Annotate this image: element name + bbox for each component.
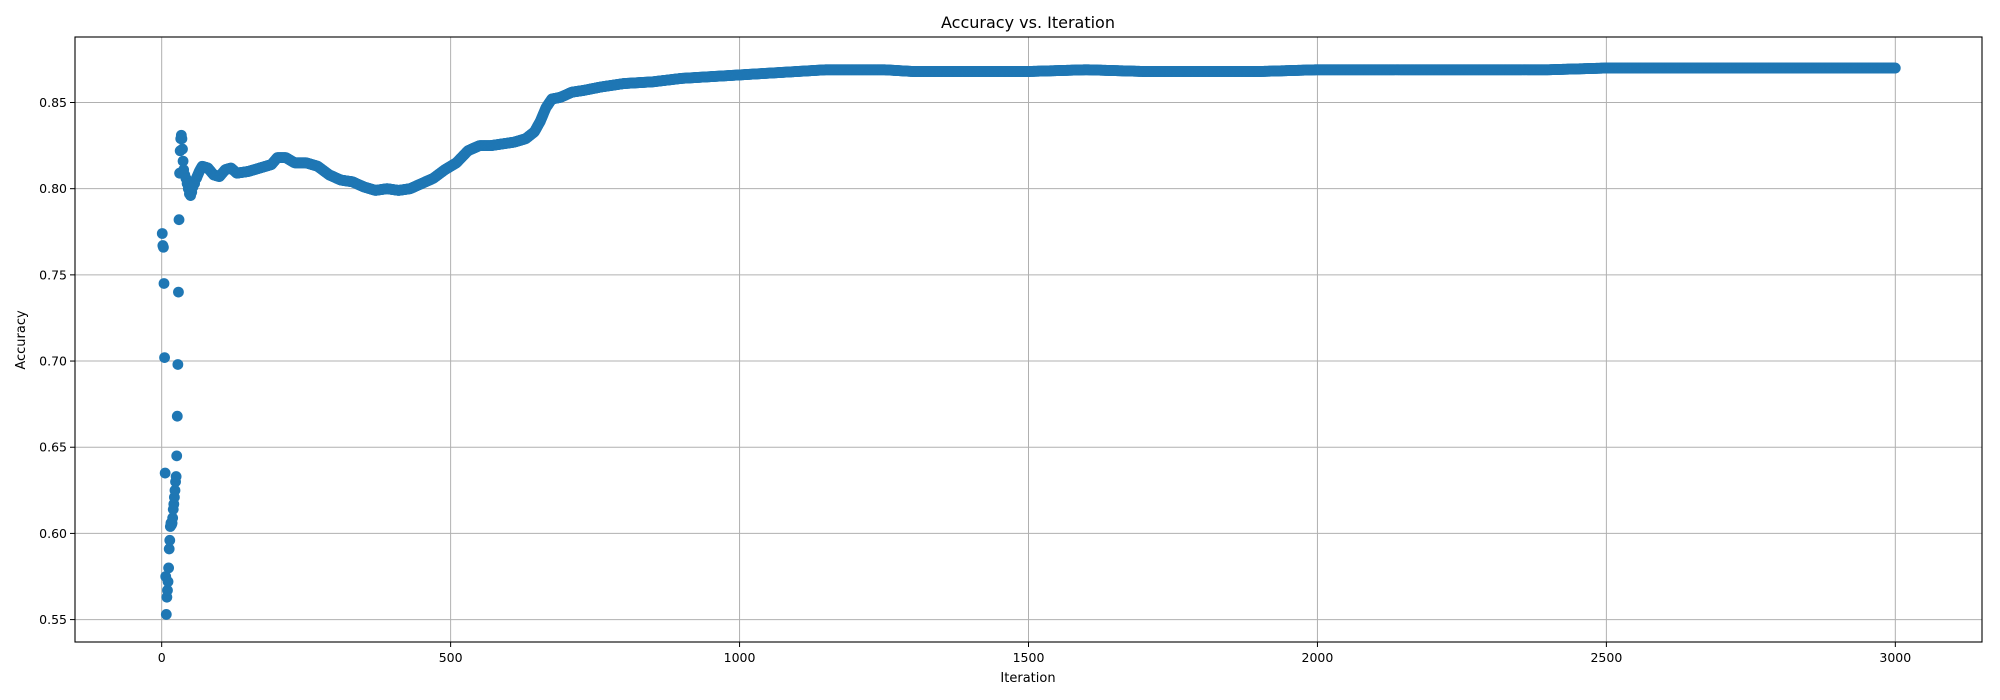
chart-title: Accuracy vs. Iteration (941, 13, 1115, 32)
data-point (163, 543, 175, 555)
x-tick-label: 0 (158, 650, 166, 665)
y-tick-label: 0.70 (39, 354, 67, 369)
data-point (1889, 62, 1901, 74)
y-tick-label: 0.60 (39, 526, 67, 541)
x-tick-label: 1500 (1013, 650, 1045, 665)
data-point (156, 228, 168, 239)
y-axis-label: Accuracy (14, 310, 29, 370)
data-point (167, 512, 179, 524)
data-point (162, 584, 173, 596)
data-point (159, 467, 171, 479)
x-axis-ticks: 0 500 1000 1500 2000 2500 3000 (158, 642, 1911, 665)
data-point (169, 484, 181, 496)
x-tick-label: 1000 (724, 650, 756, 665)
y-tick-label: 0.65 (39, 440, 67, 455)
x-tick-label: 2500 (1590, 650, 1622, 665)
data-point (171, 410, 183, 422)
x-tick-label: 3000 (1879, 650, 1911, 665)
data-point (171, 450, 183, 462)
data-point (158, 241, 169, 253)
y-tick-label: 0.80 (39, 181, 67, 196)
data-point (164, 534, 176, 546)
data-point (176, 133, 188, 145)
x-tick-label: 2000 (1302, 650, 1334, 665)
y-tick-label: 0.85 (39, 95, 67, 110)
y-tick-label: 0.75 (39, 267, 67, 282)
data-point (177, 155, 189, 167)
y-axis-ticks: 0.55 0.60 0.65 0.70 0.75 0.80 0.85 (39, 95, 75, 627)
data-points (156, 62, 1901, 620)
data-point (170, 471, 182, 482)
data-point (177, 143, 188, 155)
data-point (160, 609, 172, 620)
data-point (173, 286, 184, 298)
data-point (159, 352, 170, 363)
x-tick-label: 500 (439, 650, 463, 665)
data-point (162, 576, 174, 588)
y-tick-label: 0.55 (39, 612, 67, 627)
data-point (173, 214, 185, 226)
data-point (172, 359, 184, 370)
grid-lines (75, 37, 1982, 642)
data-point (158, 278, 170, 289)
data-point (163, 562, 175, 574)
x-axis-label: Iteration (1000, 671, 1055, 686)
